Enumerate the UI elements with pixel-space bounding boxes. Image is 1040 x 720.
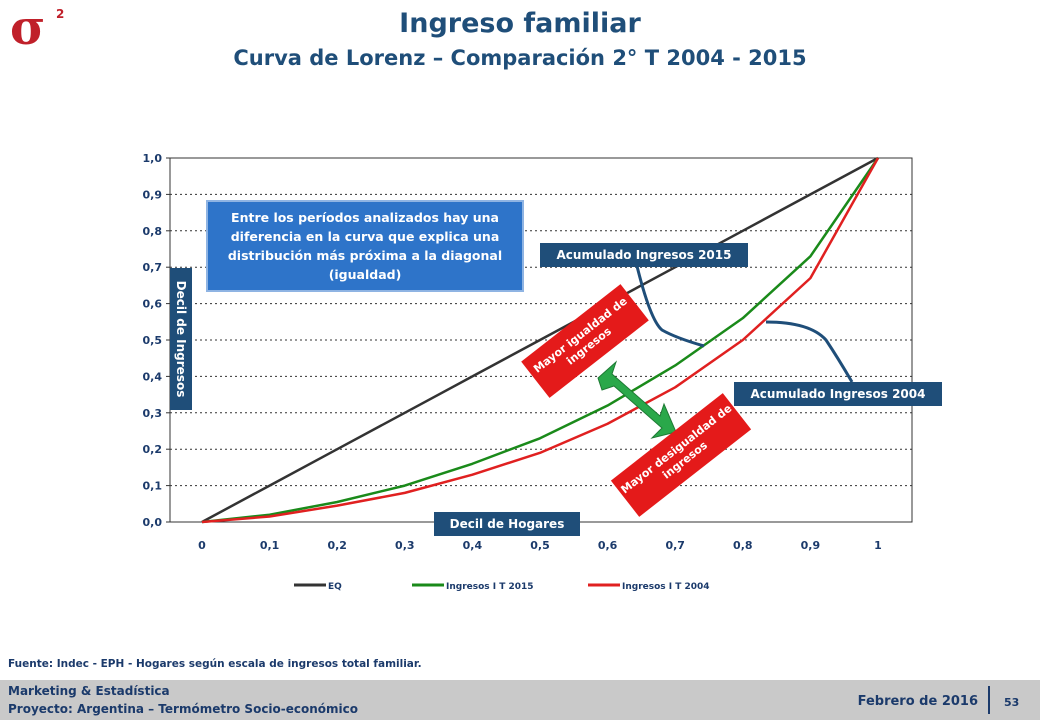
x-axis-label-box: Decil de Hogares xyxy=(434,512,580,536)
y-axis-label-box: Decil de Ingresos xyxy=(170,268,192,410)
page-subtitle: Curva de Lorenz – Comparación 2° T 2004 … xyxy=(233,46,807,70)
x-tick-label: 0,3 xyxy=(395,539,415,552)
footer-date: Febrero de 2016 xyxy=(857,694,978,709)
page-number: 53 xyxy=(1004,696,1020,709)
axis-layer: 0,0 0,1 0,2 0,3 0,4 0,5 0,6 0,7 0,8 0,9 1,0 0 0,1 0,2… xyxy=(143,152,882,552)
x-tick-label: 0,7 xyxy=(665,539,685,552)
x-tick-label: 0 xyxy=(198,539,206,552)
series-layer xyxy=(201,156,880,524)
legend-layer: EQ Ingresos I T 2015 Ingresos I T 2004 xyxy=(294,582,710,592)
y-tick-label: 0,4 xyxy=(143,370,163,383)
pointer-2004 xyxy=(765,320,854,383)
y-tick-label: 0,8 xyxy=(143,225,163,238)
legend-label: Ingresos I T 2004 xyxy=(622,582,710,592)
y-tick-label: 0,6 xyxy=(143,298,163,311)
footer-company: Marketing & Estadística xyxy=(8,684,170,698)
pointer-2015 xyxy=(634,261,705,348)
legend-label: Ingresos I T 2015 xyxy=(446,582,534,592)
double-arrow-icon xyxy=(597,360,677,439)
x-tick-label: 0,5 xyxy=(530,539,550,552)
series-line-0 xyxy=(201,156,879,524)
y-axis-label: Decil de Ingresos xyxy=(174,280,188,398)
x-tick-label: 0,8 xyxy=(733,539,753,552)
y-tick-label: 0,0 xyxy=(143,516,163,529)
x-tick-label: 1 xyxy=(874,539,882,552)
explanation-note: Entre los períodos analizados hay una di… xyxy=(206,200,524,292)
x-tick-label: 0,2 xyxy=(327,539,347,552)
x-tick-label: 0,9 xyxy=(801,539,821,552)
logo: σ 2 xyxy=(10,2,64,52)
x-tick-label: 0,6 xyxy=(598,539,618,552)
y-tick-label: 0,2 xyxy=(143,443,163,456)
y-tick-label: 0,3 xyxy=(143,407,163,420)
y-tick-label: 0,5 xyxy=(143,334,163,347)
series-line-2 xyxy=(201,157,880,524)
y-tick-label: 0,7 xyxy=(143,261,163,274)
y-tick-label: 0,1 xyxy=(143,480,163,493)
y-tick-label: 0,9 xyxy=(143,188,163,201)
series-line-1 xyxy=(201,157,880,524)
x-tick-label: 0,4 xyxy=(463,539,483,552)
source-note: Fuente: Indec - EPH - Hogares según esca… xyxy=(8,658,422,670)
y-tick-label: 1,0 xyxy=(143,152,163,165)
legend-label: EQ xyxy=(328,582,342,592)
page-title: Ingreso familiar xyxy=(399,8,641,39)
footer-bar: Marketing & Estadística Proyecto: Argent… xyxy=(0,680,1040,720)
footer-divider xyxy=(988,686,990,714)
logo-superscript: 2 xyxy=(56,7,64,21)
logo-sigma: σ xyxy=(10,2,45,52)
x-tick-label: 0,1 xyxy=(260,539,280,552)
label-acumulado-2004: Acumulado Ingresos 2004 xyxy=(734,382,942,406)
footer-project: Proyecto: Argentina – Termómetro Socio-e… xyxy=(8,702,359,716)
label-acumulado-2015: Acumulado Ingresos 2015 xyxy=(540,243,748,267)
